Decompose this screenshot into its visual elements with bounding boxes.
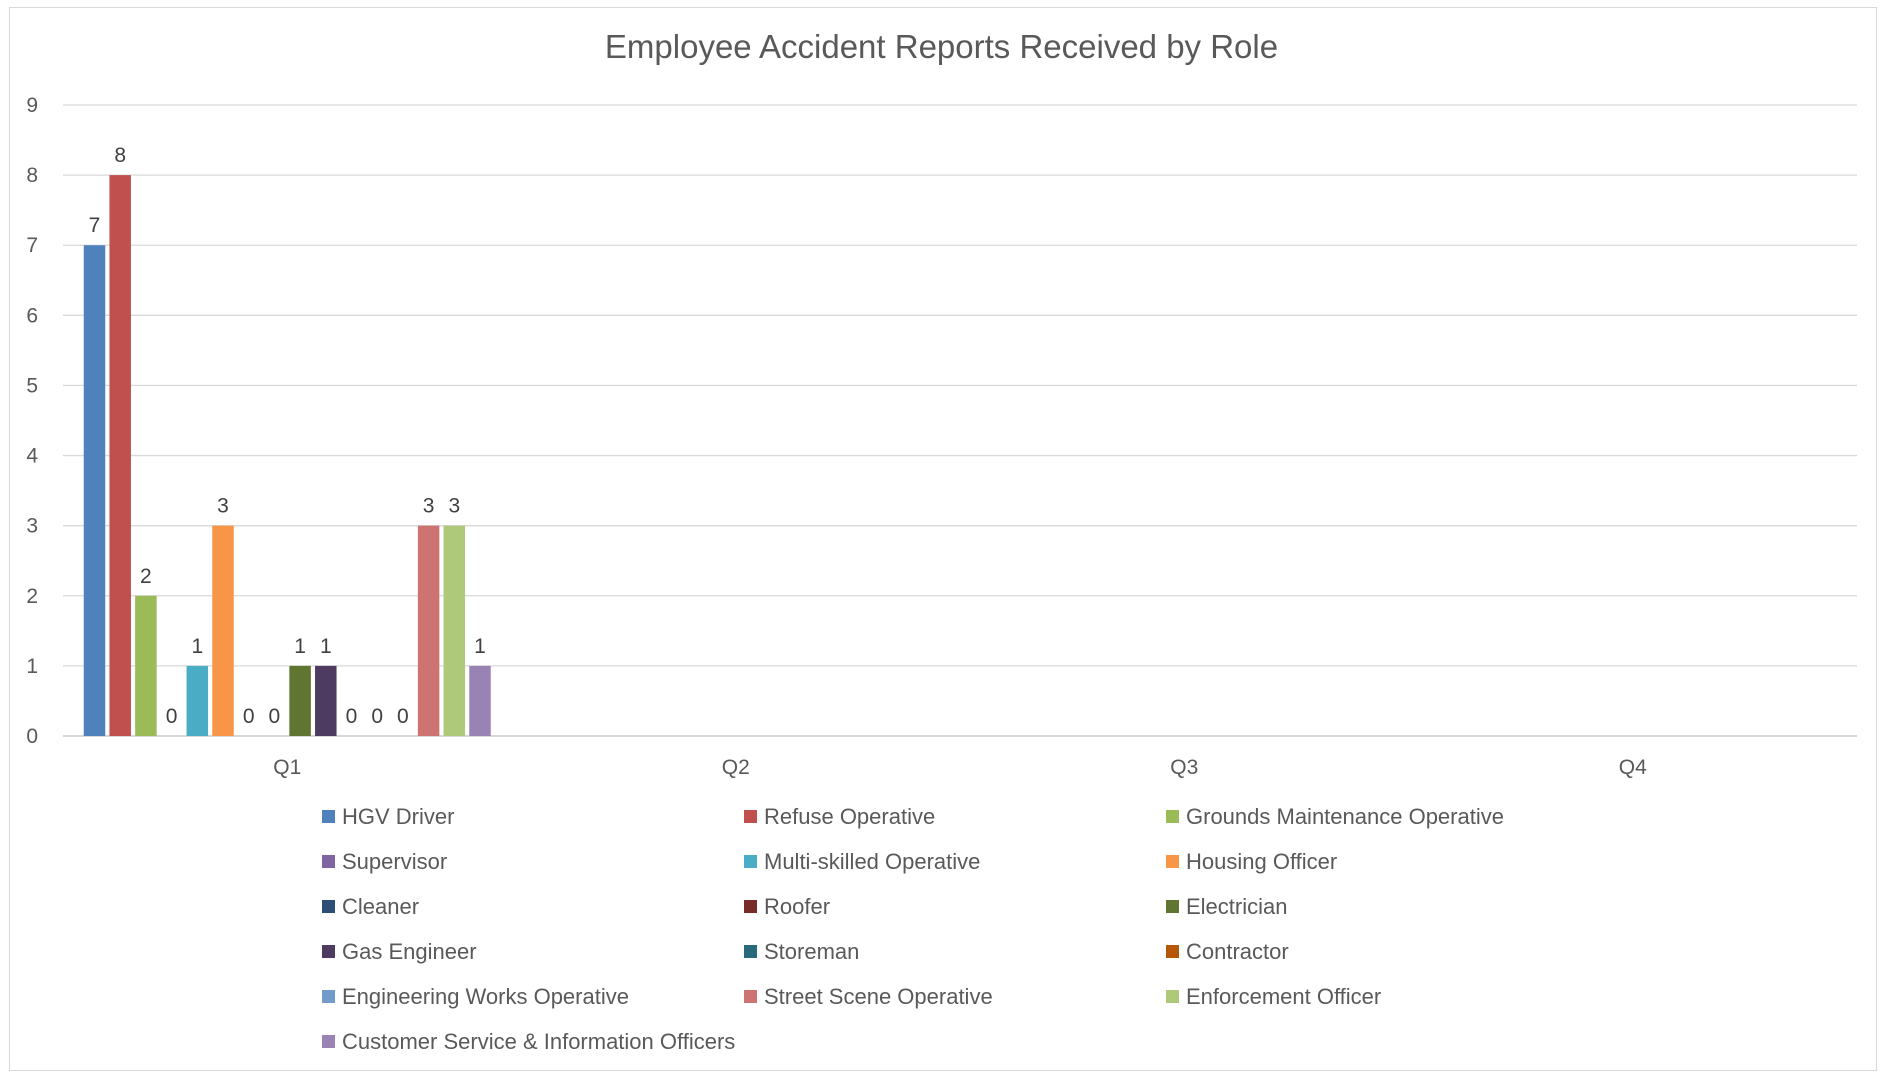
chart-title: Employee Accident Reports Received by Ro… <box>604 28 1279 65</box>
data-label: 8 <box>114 144 126 167</box>
legend-swatch <box>1166 809 1179 823</box>
data-label: 0 <box>166 705 178 728</box>
legend-swatch <box>322 1034 335 1048</box>
legend-label: Refuse Operative <box>764 804 936 829</box>
legend-item: Roofer <box>744 894 830 920</box>
legend-label: Storeman <box>764 939 860 964</box>
legend-item: Refuse Operative <box>744 804 935 830</box>
legend-swatch <box>1166 989 1179 1003</box>
y-tick-label: 4 <box>26 445 38 468</box>
y-tick-label: 3 <box>26 515 38 538</box>
data-label: 3 <box>448 495 460 518</box>
legend-label: Enforcement Officer <box>1186 984 1382 1009</box>
legend-item: Engineering Works Operative <box>322 984 629 1010</box>
x-tick-label: Q2 <box>722 756 750 779</box>
legend-item: Enforcement Officer <box>1166 984 1381 1010</box>
legend-item: Grounds Maintenance Operative <box>1166 804 1504 830</box>
bar <box>469 665 491 736</box>
data-label: 1 <box>474 635 486 658</box>
legend-item: Cleaner <box>322 894 419 920</box>
legend-swatch <box>744 854 757 868</box>
legend-item: Multi-skilled Operative <box>744 849 980 875</box>
y-axis: 0 1 2 3 4 5 6 7 8 9 <box>26 94 38 748</box>
legend-label: Housing Officer <box>1186 849 1338 874</box>
data-label: 1 <box>320 635 332 658</box>
legend-label: Customer Service & Information Officers <box>342 1029 736 1054</box>
data-label: 1 <box>294 635 306 658</box>
x-axis: Q1 Q2 Q3 Q4 <box>273 756 1647 779</box>
legend-item: Supervisor <box>322 849 447 875</box>
legend-swatch <box>744 944 757 958</box>
data-label: 0 <box>397 705 409 728</box>
legend-swatch <box>744 809 757 823</box>
legend-item: Contractor <box>1166 939 1289 965</box>
bar <box>417 525 440 736</box>
legend-label: Electrician <box>1186 894 1288 919</box>
legend-swatch <box>744 989 757 1003</box>
legend-item: Gas Engineer <box>322 939 477 965</box>
data-label: 3 <box>217 495 229 518</box>
legend-label: Contractor <box>1186 939 1289 964</box>
data-label: 3 <box>423 495 435 518</box>
y-tick-label: 2 <box>26 585 38 608</box>
legend-swatch <box>322 944 335 958</box>
y-tick-label: 5 <box>26 374 38 397</box>
data-label: 1 <box>191 635 203 658</box>
legend-label: Roofer <box>764 894 831 919</box>
data-label: 0 <box>346 705 358 728</box>
y-tick-label: 7 <box>26 234 38 257</box>
legend-item: Customer Service & Information Officers <box>322 1029 735 1055</box>
legend-swatch <box>322 854 335 868</box>
bars <box>83 175 491 737</box>
x-tick-label: Q3 <box>1170 756 1198 779</box>
legend-swatch <box>744 899 757 913</box>
bar <box>315 665 337 736</box>
y-tick-label: 0 <box>26 725 38 748</box>
legend-swatch <box>1166 944 1179 958</box>
data-label: 7 <box>89 214 101 237</box>
legend-swatch <box>322 809 335 823</box>
legend-swatch <box>322 899 335 913</box>
y-tick-label: 8 <box>26 164 38 187</box>
legend-label: Multi-skilled Operative <box>764 849 981 874</box>
gridlines <box>63 104 1857 737</box>
legend-item: Electrician <box>1166 894 1287 920</box>
bar <box>109 175 131 737</box>
legend-label: HGV Driver <box>342 804 455 829</box>
legend-item: HGV Driver <box>322 804 454 830</box>
bar <box>212 525 234 736</box>
bar <box>443 525 466 736</box>
legend-label: Gas Engineer <box>342 939 477 964</box>
chart-area <box>9 7 1877 1071</box>
bar <box>186 665 209 736</box>
y-tick-label: 6 <box>26 304 38 327</box>
legend-swatch <box>322 989 335 1003</box>
bar <box>289 665 311 736</box>
data-label: 0 <box>269 705 281 728</box>
bar <box>83 245 106 736</box>
legend-item: Street Scene Operative <box>744 984 993 1010</box>
legend-label: Engineering Works Operative <box>342 984 629 1009</box>
legend-label: Cleaner <box>342 894 420 919</box>
data-label: 0 <box>243 705 255 728</box>
bar <box>135 595 157 736</box>
y-tick-label: 9 <box>26 94 38 117</box>
legend-label: Grounds Maintenance Operative <box>1186 804 1504 829</box>
legend-swatch <box>1166 854 1179 868</box>
legend-label: Supervisor <box>342 849 448 874</box>
legend-item: Housing Officer <box>1166 849 1337 875</box>
data-label: 2 <box>140 565 152 588</box>
legend-label: Street Scene Operative <box>764 984 993 1009</box>
legend-swatch <box>1166 899 1179 913</box>
x-tick-label: Q1 <box>273 756 301 779</box>
legend-item: Storeman <box>744 939 859 965</box>
data-label: 0 <box>371 705 383 728</box>
y-tick-label: 1 <box>26 655 38 678</box>
x-tick-label: Q4 <box>1619 756 1647 779</box>
